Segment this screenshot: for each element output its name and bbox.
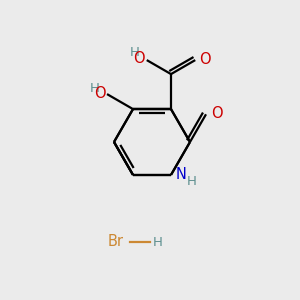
Text: H: H	[90, 82, 100, 94]
Text: O: O	[94, 85, 106, 100]
Text: O: O	[199, 52, 211, 67]
Text: H: H	[153, 236, 163, 248]
Text: O: O	[133, 51, 145, 66]
Text: N: N	[176, 167, 187, 182]
Text: H: H	[130, 46, 140, 59]
Text: Br: Br	[108, 235, 124, 250]
Text: O: O	[211, 106, 223, 121]
Text: H: H	[187, 176, 197, 188]
